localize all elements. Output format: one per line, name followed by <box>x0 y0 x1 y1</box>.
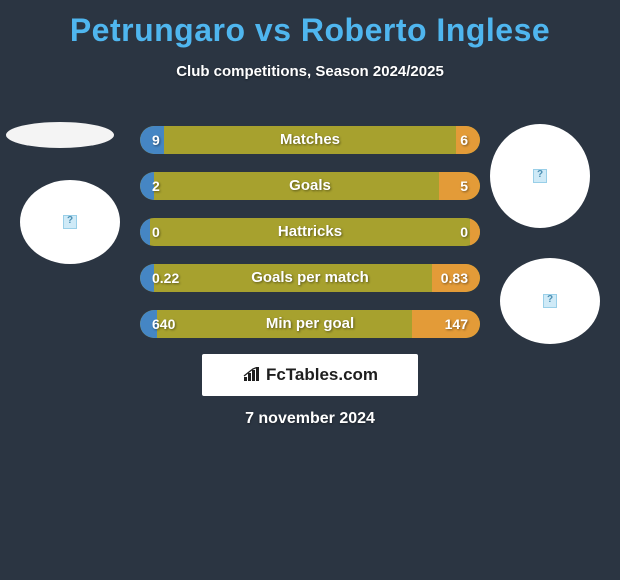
image-placeholder-icon <box>543 294 557 308</box>
page-subtitle: Club competitions, Season 2024/2025 <box>0 63 620 80</box>
stat-row: 00Hattricks <box>140 218 480 246</box>
player-avatar-right-top <box>490 124 590 228</box>
footer-date: 7 november 2024 <box>0 410 620 428</box>
stat-row: 96Matches <box>140 126 480 154</box>
stat-name: Goals per match <box>140 264 480 292</box>
stat-row: 640147Min per goal <box>140 310 480 338</box>
bars-icon <box>242 367 262 383</box>
stat-row: 25Goals <box>140 172 480 200</box>
stat-name: Matches <box>140 126 480 154</box>
brand-badge: FcTables.com <box>202 354 418 396</box>
player-avatar-left <box>20 180 120 264</box>
page-title: Petrungaro vs Roberto Inglese <box>0 0 620 49</box>
brand-text: FcTables.com <box>266 365 378 385</box>
image-placeholder-icon <box>63 215 77 229</box>
comparison-bars: 96Matches 25Goals 00Hattricks 0.220.83Goals… <box>140 126 480 356</box>
stat-name: Goals <box>140 172 480 200</box>
avatar-shadow <box>6 122 114 148</box>
player-avatar-right-bottom <box>500 258 600 344</box>
image-placeholder-icon <box>533 169 547 183</box>
stat-row: 0.220.83Goals per match <box>140 264 480 292</box>
stat-name: Hattricks <box>140 218 480 246</box>
stat-name: Min per goal <box>140 310 480 338</box>
